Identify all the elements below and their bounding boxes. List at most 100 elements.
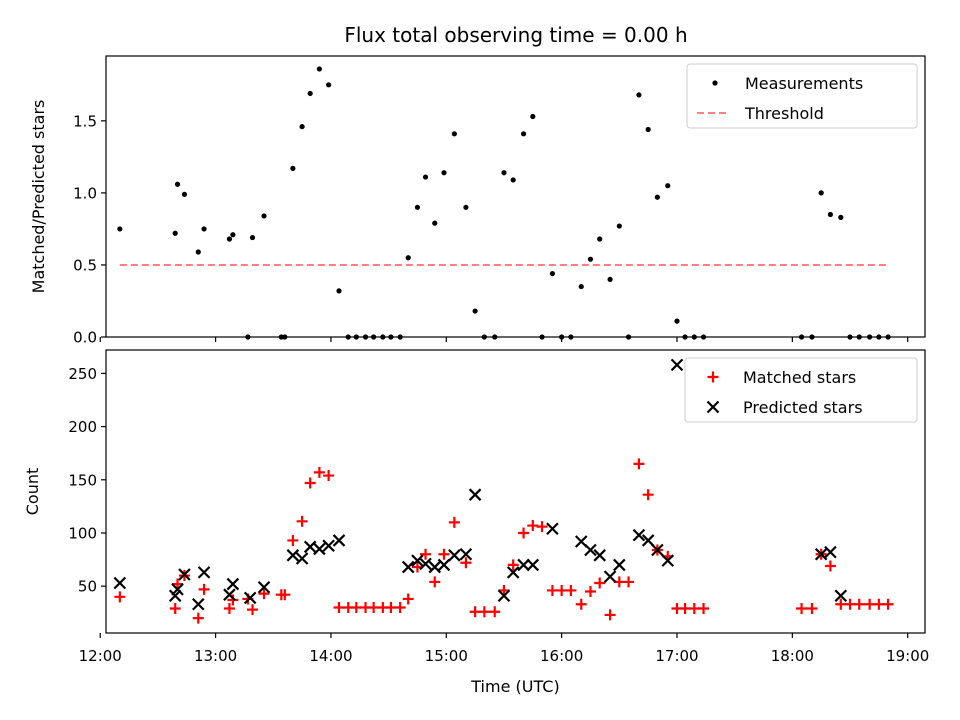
matched-stars-point-32 [460, 557, 472, 569]
matched-stars-point-13 [287, 534, 299, 546]
matched-stars-point-50 [633, 458, 645, 470]
matched-stars-point-55 [679, 603, 691, 615]
predicted-stars-point-10 [286, 549, 300, 562]
count-panel: Count Time (UTC) 50 100 150 200 250 12:00 13:0… [23, 349, 929, 696]
y-tick-label-1: 100 [68, 524, 97, 542]
matched-stars-point-1 [169, 603, 181, 615]
measurements-point-36 [501, 170, 507, 176]
ratio-marks [117, 66, 891, 340]
predicted-stars-point-15 [332, 534, 346, 547]
predicted-stars-point-16 [401, 560, 415, 574]
matched-stars-point-18 [333, 601, 345, 613]
predicted-stars-point-30 [584, 543, 597, 557]
matched-stars-point-17 [323, 470, 335, 482]
predicted-stars-point-8 [243, 591, 257, 605]
count-y-axis-label: Count [23, 468, 42, 516]
predicted-stars-point-26 [517, 558, 530, 572]
predicted-stars-point-6 [223, 588, 236, 601]
measurements-point-18 [336, 288, 342, 294]
y-tick-label-0: 50 [78, 578, 97, 596]
matched-stars-point-2 [172, 578, 184, 590]
matched-stars-point-22 [368, 601, 380, 613]
predicted-stars-point-33 [613, 558, 626, 572]
measurements-point-37 [510, 177, 516, 183]
matched-stars-point-0 [114, 591, 126, 603]
measurements-point-32 [463, 204, 469, 210]
predicted-stars-point-2 [171, 583, 184, 596]
predicted-stars-point-0 [113, 576, 127, 590]
matched-stars-point-65 [864, 598, 876, 610]
measurements-point-1 [172, 230, 178, 236]
predicted-stars-point-14 [322, 539, 335, 553]
predicted-stars-point-24 [497, 589, 511, 603]
matched-stars-point-28 [420, 548, 432, 560]
measurements-point-53 [665, 183, 671, 189]
measurements-point-47 [607, 276, 613, 282]
measurements-point-6 [226, 236, 233, 242]
y-tick-label-0: 0.0 [73, 329, 97, 347]
predicted-stars-point-27 [526, 558, 540, 572]
predicted-stars-point-35 [641, 534, 655, 547]
matched-stars-point-40 [536, 521, 548, 533]
matched-stars-point-4 [192, 612, 204, 624]
matched-stars-point-29 [429, 576, 441, 588]
ratio-y-axis-label: Matched/Predicted stars [29, 100, 48, 294]
measurements-point-45 [587, 256, 594, 262]
measurements-point-17 [326, 82, 332, 88]
measurements-point-15 [307, 90, 313, 97]
legend-box [684, 357, 918, 423]
x-tick-label-3: 15:00 [425, 647, 468, 665]
y-tick-label-2: 150 [68, 471, 97, 489]
matched-stars-point-58 [796, 603, 808, 615]
predicted-stars-point-17 [411, 554, 424, 567]
predicted-stars-point-11 [295, 552, 309, 565]
measurements-point-16 [316, 66, 323, 72]
predicted-stars-point-38 [670, 358, 684, 372]
predicted-stars-point-13 [313, 542, 326, 556]
matched-stars-point-51 [642, 489, 654, 501]
count-legend: Matched stars Predicted stars [684, 357, 918, 423]
matched-stars-point-37 [507, 559, 519, 571]
measurements-point-26 [405, 255, 411, 261]
measurements-point-4 [195, 249, 201, 255]
predicted-stars-point-41 [834, 589, 848, 603]
predicted-stars-point-28 [546, 522, 559, 536]
predicted-stars-point-7 [226, 577, 240, 591]
count-x-axis-label: Time (UTC) [470, 677, 559, 696]
matched-stars-point-43 [565, 584, 577, 596]
ratio-plot-frame [105, 55, 926, 338]
matched-stars-point-35 [489, 606, 501, 618]
measurements-point-61 [827, 211, 834, 218]
predicted-stars-point-23 [468, 488, 482, 501]
predicted-stars-point-5 [197, 566, 211, 579]
predicted-stars-point-20 [437, 558, 451, 572]
ratio-legend: Measurements Threshold [686, 63, 918, 129]
measurements-point-2 [174, 181, 181, 187]
predicted-stars-point-34 [632, 528, 646, 542]
matched-stars-point-49 [623, 576, 635, 588]
predicted-stars-point-31 [593, 549, 606, 562]
matched-stars-point-67 [882, 598, 894, 610]
figure-title: Flux total observing time = 0.00 h [344, 23, 687, 47]
ratio-panel: Matched/Predicted stars 0.0 0.5 1.0 1.5 Mea… [29, 55, 926, 347]
predicted-stars-point-4 [192, 597, 205, 611]
matched-stars-point-39 [527, 520, 539, 532]
matched-stars-point-24 [385, 601, 397, 613]
measurements-legend-swatch [712, 80, 718, 86]
matched-stars-point-33 [469, 606, 481, 618]
measurements-point-13 [290, 165, 296, 171]
predicted-stars-point-12 [303, 540, 317, 554]
y-tick-label-2: 1.0 [73, 184, 97, 202]
y-tick-label-4: 250 [68, 365, 97, 383]
measurements-point-46 [597, 236, 603, 242]
matched-stars-point-20 [350, 601, 362, 613]
x-tick-label-7: 19:00 [886, 647, 929, 665]
measurements-point-14 [299, 124, 305, 130]
predicted-stars-point-40 [824, 545, 837, 559]
measurements-point-33 [472, 308, 478, 314]
matched-stars-point-10 [258, 588, 270, 600]
matched-stars-point-5 [198, 583, 210, 595]
measurements-point-10 [261, 213, 267, 219]
measurements-point-3 [181, 191, 188, 197]
measurements-point-9 [249, 234, 256, 241]
